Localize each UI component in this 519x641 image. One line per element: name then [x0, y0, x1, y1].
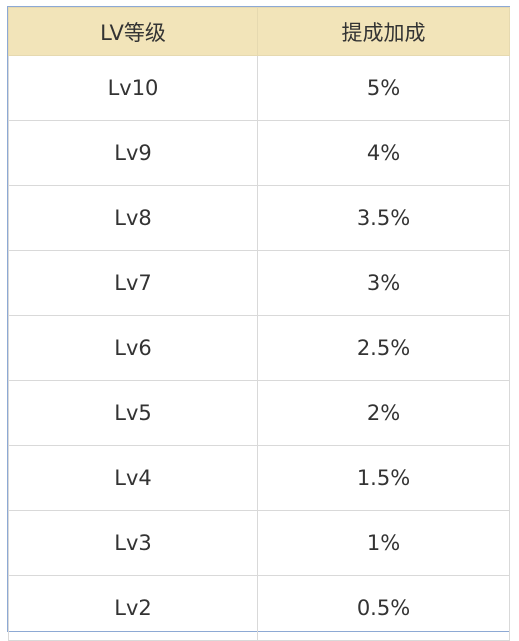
- table-row: Lv6 2.5%: [8, 315, 510, 381]
- table-row: Lv10 5%: [8, 55, 510, 121]
- bonus-cell: 0.5%: [257, 575, 510, 641]
- table-row: Lv3 1%: [8, 510, 510, 576]
- level-cell: Lv8: [8, 185, 258, 251]
- table-row: Lv4 1.5%: [8, 445, 510, 511]
- level-cell: Lv6: [8, 315, 258, 381]
- bonus-cell: 4%: [257, 120, 510, 186]
- level-cell: Lv2: [8, 575, 258, 641]
- level-cell: Lv10: [8, 55, 258, 121]
- header-bonus: 提成加成: [257, 7, 510, 56]
- bonus-cell: 5%: [257, 55, 510, 121]
- table-row: Lv9 4%: [8, 120, 510, 186]
- header-level: LV等级: [8, 7, 258, 56]
- table-row: Lv8 3.5%: [8, 185, 510, 251]
- table-row: Lv7 3%: [8, 250, 510, 316]
- table-row: Lv5 2%: [8, 380, 510, 446]
- level-cell: Lv3: [8, 510, 258, 576]
- bonus-cell: 1%: [257, 510, 510, 576]
- bonus-table-frame: LV等级 提成加成 Lv10 5% Lv9 4% Lv8 3.5% Lv7 3%: [7, 6, 510, 641]
- bonus-cell: 3%: [257, 250, 510, 316]
- bonus-cell: 2%: [257, 380, 510, 446]
- level-cell: Lv9: [8, 120, 258, 186]
- level-bonus-table: LV等级 提成加成 Lv10 5% Lv9 4% Lv8 3.5% Lv7 3%: [8, 7, 510, 641]
- bonus-cell: 2.5%: [257, 315, 510, 381]
- level-cell: Lv5: [8, 380, 258, 446]
- table-header-row: LV等级 提成加成: [8, 7, 510, 56]
- bonus-cell: 3.5%: [257, 185, 510, 251]
- bonus-cell: 1.5%: [257, 445, 510, 511]
- table-row: Lv2 0.5%: [8, 575, 510, 641]
- level-cell: Lv7: [8, 250, 258, 316]
- level-cell: Lv4: [8, 445, 258, 511]
